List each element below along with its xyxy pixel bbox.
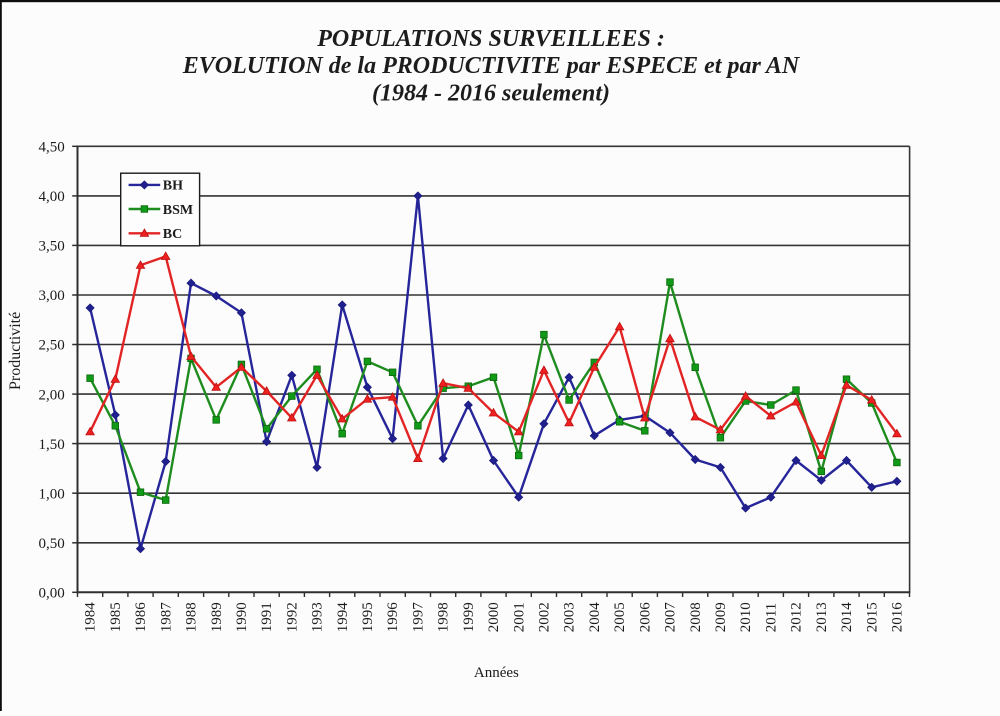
svg-text:POPULATIONS SURVEILLEES :: POPULATIONS SURVEILLEES :	[316, 26, 665, 52]
svg-text:1995: 1995	[360, 602, 376, 632]
svg-text:1997: 1997	[411, 602, 427, 633]
svg-text:3,00: 3,00	[39, 288, 65, 304]
svg-text:1987: 1987	[158, 602, 174, 633]
svg-text:2,50: 2,50	[39, 338, 65, 354]
svg-text:1989: 1989	[209, 602, 225, 632]
svg-text:4,00: 4,00	[39, 189, 65, 205]
svg-text:0,50: 0,50	[39, 536, 65, 552]
svg-text:2002: 2002	[537, 602, 553, 632]
svg-text:1999: 1999	[461, 602, 477, 632]
svg-text:2007: 2007	[663, 602, 679, 633]
svg-text:4,50: 4,50	[39, 140, 65, 156]
svg-text:Années: Années	[474, 665, 519, 681]
svg-text:2004: 2004	[587, 602, 603, 633]
svg-text:2001: 2001	[511, 602, 527, 632]
svg-text:(1984 - 2016 seulement): (1984 - 2016 seulement)	[372, 81, 610, 107]
svg-text:2000: 2000	[486, 602, 502, 632]
svg-text:2012: 2012	[789, 602, 805, 632]
svg-text:2013: 2013	[814, 602, 830, 632]
svg-text:1984: 1984	[83, 602, 99, 633]
svg-text:2010: 2010	[738, 602, 754, 632]
svg-text:1990: 1990	[234, 602, 250, 632]
svg-text:1985: 1985	[108, 602, 124, 632]
svg-text:2016: 2016	[890, 602, 906, 633]
svg-text:2015: 2015	[864, 602, 880, 632]
svg-text:1994: 1994	[335, 602, 351, 633]
svg-text:Productivité: Productivité	[7, 312, 24, 390]
svg-text:3,50: 3,50	[39, 239, 65, 255]
svg-text:2003: 2003	[562, 602, 578, 632]
svg-text:0,00: 0,00	[39, 586, 65, 602]
svg-text:1996: 1996	[385, 602, 401, 633]
svg-text:2009: 2009	[713, 602, 729, 632]
svg-text:1,50: 1,50	[39, 437, 65, 453]
svg-text:2014: 2014	[839, 602, 855, 633]
svg-text:2008: 2008	[688, 602, 704, 632]
svg-text:1993: 1993	[310, 602, 326, 632]
svg-text:BC: BC	[163, 227, 182, 242]
svg-text:1986: 1986	[133, 602, 149, 633]
svg-text:1,00: 1,00	[39, 486, 65, 502]
svg-text:1992: 1992	[284, 602, 300, 632]
svg-text:2006: 2006	[637, 602, 653, 633]
svg-text:BH: BH	[163, 179, 183, 194]
svg-text:1988: 1988	[184, 602, 200, 632]
svg-text:2011: 2011	[763, 603, 779, 632]
svg-text:2,00: 2,00	[39, 387, 65, 403]
svg-text:2005: 2005	[612, 602, 628, 632]
svg-text:EVOLUTION de la PRODUCTIVITE p: EVOLUTION de la PRODUCTIVITE par ESPECE …	[182, 53, 801, 79]
svg-text:1998: 1998	[436, 602, 452, 632]
svg-text:BSM: BSM	[163, 203, 193, 218]
svg-text:1991: 1991	[259, 602, 275, 632]
